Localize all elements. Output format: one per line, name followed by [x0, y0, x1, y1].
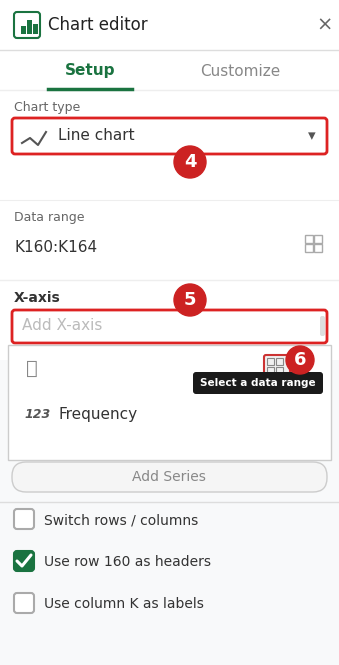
Bar — [27, 20, 32, 34]
Text: Switch rows / columns: Switch rows / columns — [44, 513, 198, 527]
Bar — [0, 0, 339, 50]
Circle shape — [174, 146, 206, 178]
FancyBboxPatch shape — [264, 355, 290, 379]
Text: 6: 6 — [294, 351, 306, 369]
Text: Setup: Setup — [65, 63, 115, 78]
FancyBboxPatch shape — [14, 12, 40, 38]
Bar — [0, 280, 339, 360]
FancyBboxPatch shape — [12, 310, 327, 343]
Text: 4: 4 — [184, 153, 196, 171]
Text: Use row 160 as headers: Use row 160 as headers — [44, 555, 211, 569]
Bar — [33, 24, 38, 34]
Text: 5: 5 — [184, 291, 196, 309]
Text: ×: × — [317, 15, 333, 35]
FancyBboxPatch shape — [12, 462, 327, 492]
FancyBboxPatch shape — [193, 372, 323, 394]
Bar — [267, 367, 274, 374]
Text: Frequency: Frequency — [58, 408, 137, 422]
Text: Add X-axis: Add X-axis — [22, 319, 102, 334]
Bar — [0, 50, 339, 92]
Circle shape — [174, 284, 206, 316]
Text: Chart type: Chart type — [14, 102, 80, 114]
Text: Line chart: Line chart — [58, 128, 135, 144]
FancyBboxPatch shape — [14, 509, 34, 529]
FancyBboxPatch shape — [14, 551, 34, 571]
Bar — [8, 345, 331, 460]
Text: 123: 123 — [24, 408, 50, 422]
Text: Use column K as labels: Use column K as labels — [44, 597, 204, 611]
Text: Chart editor: Chart editor — [48, 16, 147, 34]
Text: Data range: Data range — [14, 211, 84, 225]
Text: ⌕: ⌕ — [26, 358, 38, 378]
Text: Select a data range: Select a data range — [200, 378, 316, 388]
Bar — [276, 358, 283, 365]
Bar — [276, 367, 283, 374]
Text: ▾: ▾ — [308, 128, 316, 144]
Circle shape — [286, 346, 314, 374]
Bar — [305, 244, 313, 252]
FancyBboxPatch shape — [12, 118, 327, 154]
FancyBboxPatch shape — [320, 316, 325, 336]
Bar — [314, 244, 322, 252]
Text: X-axis: X-axis — [14, 291, 61, 305]
Bar — [267, 358, 274, 365]
Bar — [21, 26, 26, 34]
Text: K160:K164: K160:K164 — [14, 241, 97, 255]
FancyBboxPatch shape — [14, 593, 34, 613]
Text: Add Series: Add Series — [132, 470, 206, 484]
Bar — [314, 235, 322, 243]
Text: Customize: Customize — [200, 63, 280, 78]
Bar — [0, 200, 339, 280]
Bar — [0, 90, 339, 200]
Bar — [305, 235, 313, 243]
